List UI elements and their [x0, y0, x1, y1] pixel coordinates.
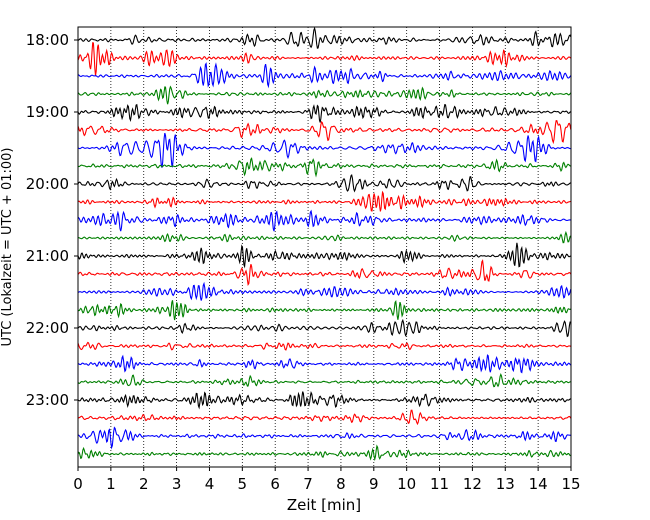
y-tick-label-3: 21:00 — [26, 247, 69, 265]
trace-2000 — [77, 173, 572, 193]
trace-2315 — [77, 409, 572, 426]
trace-1800 — [77, 26, 572, 49]
trace-2245 — [77, 373, 571, 388]
x-tick-label-2: 2 — [139, 475, 149, 493]
trace-1900 — [77, 103, 572, 123]
y-tick-label-1: 19:00 — [26, 103, 69, 121]
trace-2230 — [77, 354, 572, 374]
x-axis-label: Zeit [min] — [287, 496, 361, 514]
trace-2045 — [77, 230, 572, 244]
trace-2145 — [77, 300, 572, 321]
trace-1915 — [77, 120, 572, 145]
trace-1845 — [77, 85, 572, 105]
trace-1815 — [77, 42, 572, 76]
trace-1945 — [77, 157, 571, 178]
x-tick-label-13: 13 — [496, 475, 515, 493]
x-tick-label-0: 0 — [73, 475, 83, 493]
plot-background — [78, 27, 571, 467]
trace-1830 — [77, 62, 572, 89]
x-tick-label-7: 7 — [303, 475, 313, 493]
x-tick-label-8: 8 — [336, 475, 346, 493]
trace-2200 — [77, 318, 571, 338]
x-tick-label-5: 5 — [238, 475, 248, 493]
plot-frame — [77, 26, 572, 468]
y-axis-label: UTC (Lokalzeit = UTC + 01:00) — [0, 148, 15, 347]
x-tick-label-9: 9 — [369, 475, 379, 493]
trace-2215 — [77, 341, 571, 351]
y-axis-ticks: 18:00 19:00 20:00 21:00 22:00 23:00 — [26, 31, 78, 409]
trace-2030 — [77, 209, 571, 232]
x-tick-label-6: 6 — [270, 475, 280, 493]
x-tick-label-3: 3 — [172, 475, 182, 493]
x-axis-ticks: 0 1 2 3 4 5 6 7 8 9 10 11 12 13 14 15 — [73, 467, 581, 493]
trace-2300 — [77, 390, 571, 410]
x-tick-label-14: 14 — [529, 475, 548, 493]
y-tick-label-0: 18:00 — [26, 31, 69, 49]
trace-2330 — [77, 426, 571, 450]
x-tick-label-15: 15 — [561, 475, 580, 493]
trace-2015 — [77, 190, 571, 212]
traces-group — [77, 26, 572, 462]
x-tick-label-11: 11 — [430, 475, 449, 493]
vertical-gridlines — [110, 27, 539, 467]
trace-1930 — [77, 132, 571, 168]
x-tick-label-12: 12 — [463, 475, 482, 493]
trace-2345 — [77, 444, 571, 462]
y-tick-label-5: 23:00 — [26, 391, 69, 409]
x-tick-label-10: 10 — [397, 475, 416, 493]
trace-2130 — [77, 281, 572, 301]
y-tick-label-4: 22:00 — [26, 319, 69, 337]
y-tick-label-2: 20:00 — [26, 175, 69, 193]
trace-2100 — [77, 242, 571, 269]
x-tick-label-4: 4 — [205, 475, 215, 493]
trace-2115 — [77, 259, 572, 286]
x-tick-label-1: 1 — [106, 475, 116, 493]
